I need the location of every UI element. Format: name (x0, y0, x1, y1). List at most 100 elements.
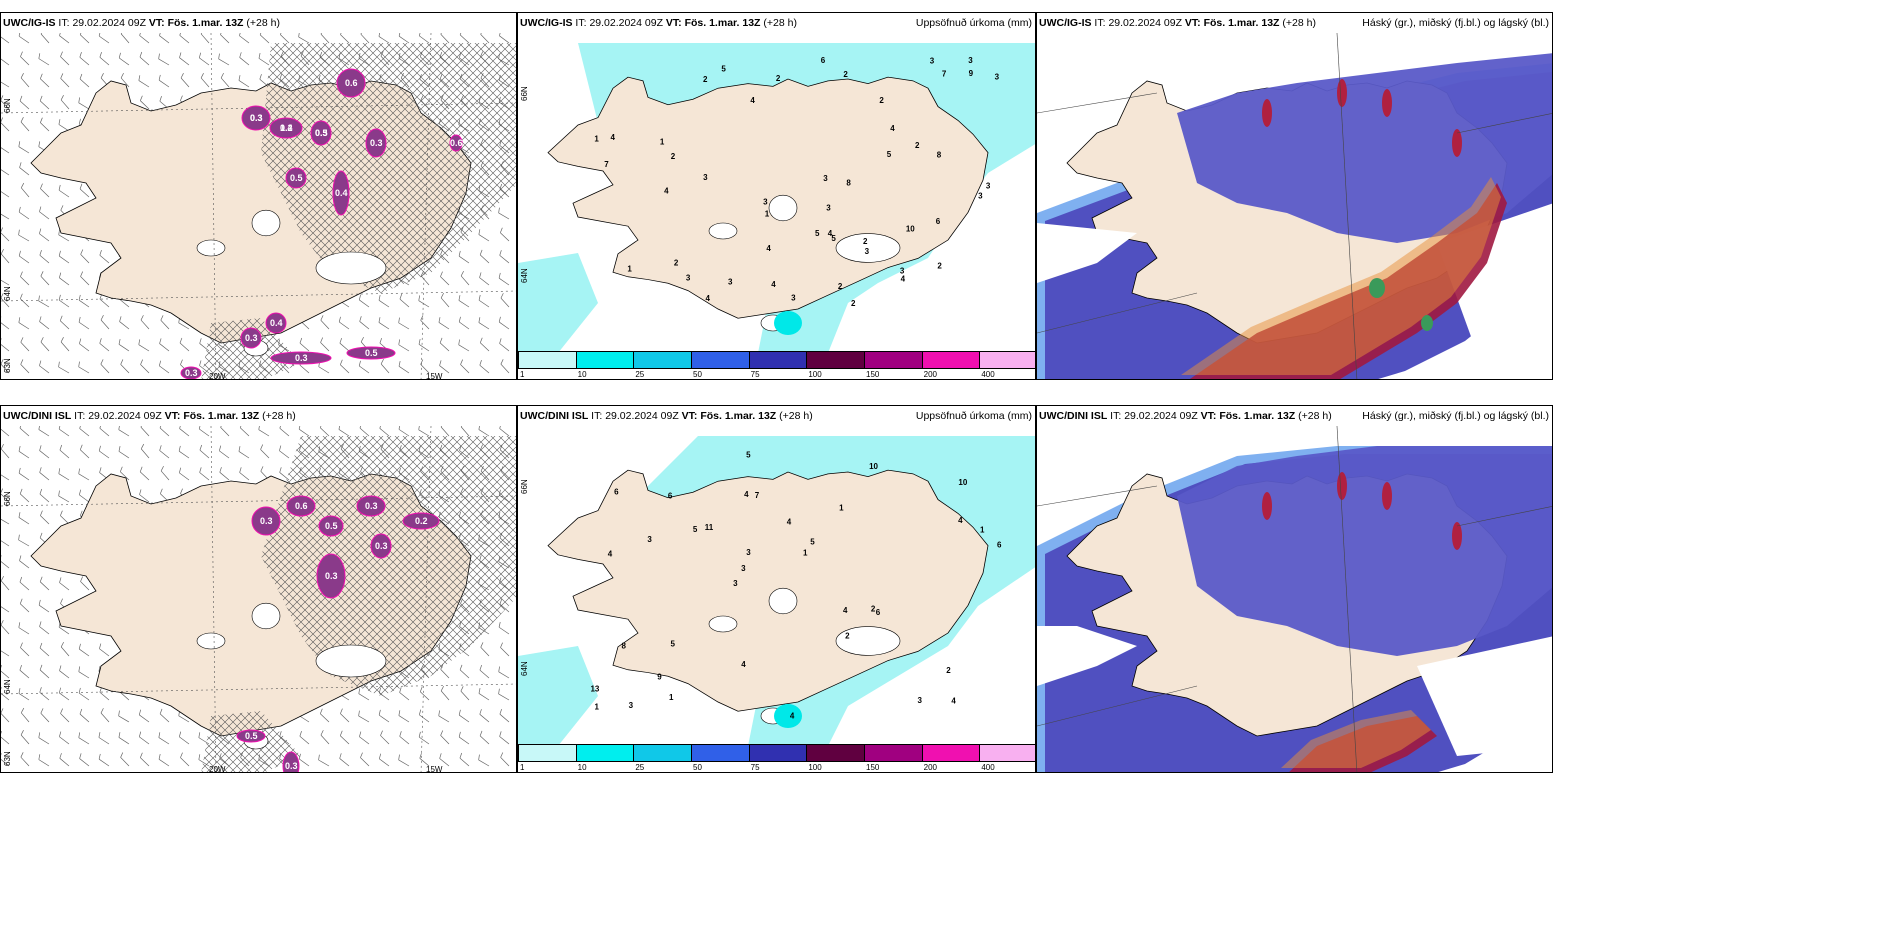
wind-barb (1, 539, 10, 547)
wind-barb (20, 337, 30, 352)
barb-flag (500, 642, 503, 648)
barb-flag (319, 426, 323, 428)
snow-intensity-blob (402, 512, 440, 530)
precip-intense (774, 704, 802, 728)
wind-barb (159, 338, 170, 352)
colorbar-tick: 200 (923, 763, 938, 772)
wind-barb (139, 466, 150, 481)
barb-flag (20, 182, 25, 188)
barb-shaft (1, 428, 10, 437)
wind-barb (19, 488, 30, 503)
wind-barb (460, 359, 470, 374)
barb-shaft (478, 234, 490, 242)
barb-flag (358, 360, 361, 367)
barb-flag (58, 184, 61, 191)
wind-barb (60, 337, 70, 352)
barb-flag (318, 754, 320, 761)
barb-flag (99, 467, 102, 473)
barb-flag (440, 426, 444, 428)
snow-intensity-blob (318, 515, 344, 537)
wind-barb (39, 687, 50, 701)
barb-flag (118, 339, 121, 345)
wind-barb (120, 359, 130, 374)
projection-line (1037, 292, 1198, 334)
barb-flag (138, 709, 141, 716)
barb-flag (199, 467, 202, 473)
graticule-line (210, 426, 217, 772)
colorbar-swatch (518, 744, 577, 762)
barb-flag (119, 316, 122, 322)
barb-shaft (178, 715, 190, 723)
barb-flag (38, 295, 40, 301)
precip-value: 6 (876, 608, 881, 617)
colorbar-swatch (691, 351, 750, 369)
barb-shaft (320, 33, 330, 44)
barb-flag (499, 338, 502, 344)
barb-flag (220, 72, 224, 79)
wind-barb (140, 95, 150, 110)
barb-shaft (60, 515, 70, 525)
barb-flag (19, 664, 22, 671)
wind-barb (1, 620, 10, 635)
barb-shaft (159, 365, 170, 374)
barb-shaft (458, 344, 470, 352)
barb-flag (498, 272, 501, 279)
cloud-map (1037, 426, 1552, 772)
wind-barb (1, 605, 10, 613)
precip-value: 3 (823, 174, 828, 183)
barb-shaft (18, 146, 30, 154)
barb-shaft (119, 691, 130, 701)
barb-flag (279, 467, 282, 473)
precip-value: 4 (750, 96, 755, 105)
barb-flag (398, 754, 400, 760)
barb-flag (458, 731, 461, 738)
barb-flag (399, 687, 402, 693)
barb-shaft (280, 34, 290, 44)
snow-value-label: 0.6 (450, 138, 463, 148)
wind-barb (99, 338, 110, 352)
barb-shaft (80, 276, 90, 286)
barb-flag (158, 732, 161, 738)
snow-intensity-blob (236, 729, 266, 743)
barb-shaft (220, 427, 230, 437)
wind-barb (339, 753, 350, 767)
wind-barb (19, 162, 30, 176)
precip-value: 1 (839, 504, 844, 513)
barb-shaft (58, 428, 70, 437)
barb-flag (40, 708, 44, 714)
barb-flag (20, 730, 24, 736)
barb-shaft (499, 321, 510, 330)
barb-shaft (320, 734, 330, 745)
wind-barb (60, 510, 70, 525)
barb-flag (458, 709, 461, 716)
wind-barb (58, 119, 70, 132)
wind-barb (280, 33, 290, 44)
barb-shaft (478, 299, 490, 308)
precip-value: 3 (865, 247, 870, 256)
barb-flag (1, 316, 2, 322)
wind-barb (39, 642, 50, 657)
wind-barb (500, 293, 510, 308)
precip-value: 1 (669, 693, 674, 702)
barb-flag (180, 95, 183, 101)
snow-value-label: 0.3 (245, 333, 258, 343)
wind-barb (359, 731, 370, 745)
precip-value: 4 (958, 516, 963, 525)
barb-shaft (299, 364, 310, 374)
barb-flag (500, 752, 504, 758)
wind-barb (59, 315, 70, 330)
barb-shaft (358, 693, 370, 701)
snow-value-label: 0.3 (370, 138, 383, 148)
barb-shaft (359, 736, 370, 745)
barb-shaft (439, 758, 450, 767)
barb-flag (439, 360, 442, 366)
barb-shaft (78, 102, 90, 110)
wind-barb (20, 293, 30, 308)
wind-barb (1, 664, 10, 679)
wind-map: 66N 64N 63N 20W 15W 0.3 0.6 0.5 0.3 0.2 0.3 0.3 0.5 0… (1, 426, 516, 772)
wind-barb (78, 97, 90, 110)
wind-barb (1, 316, 10, 330)
barb-shaft (100, 319, 110, 330)
wind-barb (479, 249, 490, 264)
barb-shaft (1, 692, 10, 701)
